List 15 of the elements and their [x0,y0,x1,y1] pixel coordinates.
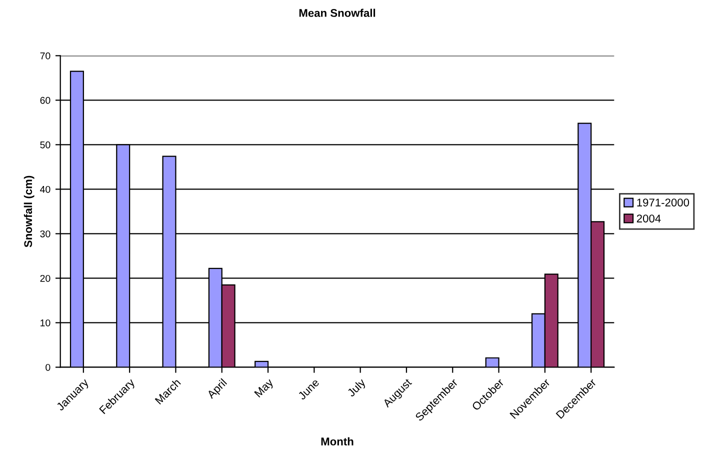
x-tick-label: May [254,378,276,400]
y-tick-label: 50 [40,141,50,148]
y-tick-label: 40 [40,186,50,193]
y-tick-label: 70 [40,52,50,60]
y-tick-label: 0 [46,364,50,371]
y-tick-label: 30 [40,230,50,238]
x-axis-title: Month [321,437,354,446]
y-tick-label: 60 [40,96,50,104]
legend-label: 2004 [636,214,661,222]
chart-title: Mean Snowfall [299,8,376,17]
x-tick-label: July [346,378,368,399]
y-axis-title: Snowfall (cm) [24,176,34,248]
legend-label: 1971-2000 [637,198,690,206]
y-tick-label: 20 [40,274,50,282]
y-tick-label: 10 [40,319,50,326]
